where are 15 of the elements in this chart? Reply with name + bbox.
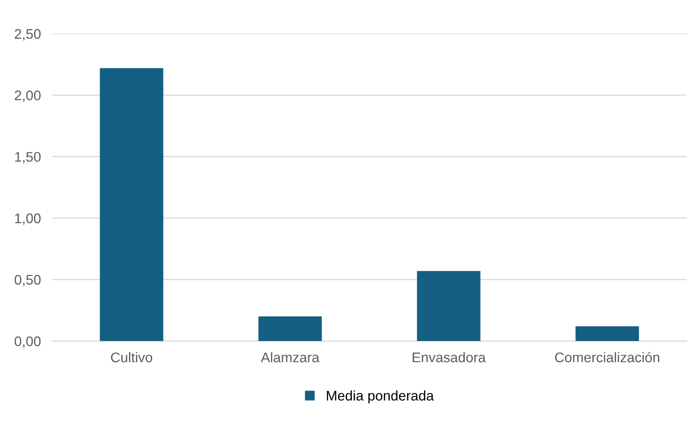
y-tick-label: 0,50 (14, 274, 41, 286)
y-tick-label: 1,50 (15, 152, 41, 164)
y-tick-label: 0,00 (14, 336, 41, 348)
bar (416, 270, 480, 342)
y-tick-label: 1,00 (15, 213, 41, 225)
y-tick-label: 2,00 (14, 90, 41, 102)
bar (100, 68, 164, 342)
x-tick-label: Cultivo (111, 352, 152, 362)
y-tick-label: 2,50 (14, 29, 41, 40)
x-tick-label: Envasadora (412, 352, 486, 362)
legend-label: Media ponderada (326, 390, 434, 404)
x-tick-label: Alamzara (260, 352, 320, 362)
x-tick-label: Comercialización (555, 352, 660, 362)
bar (576, 326, 639, 342)
bar (258, 316, 322, 342)
